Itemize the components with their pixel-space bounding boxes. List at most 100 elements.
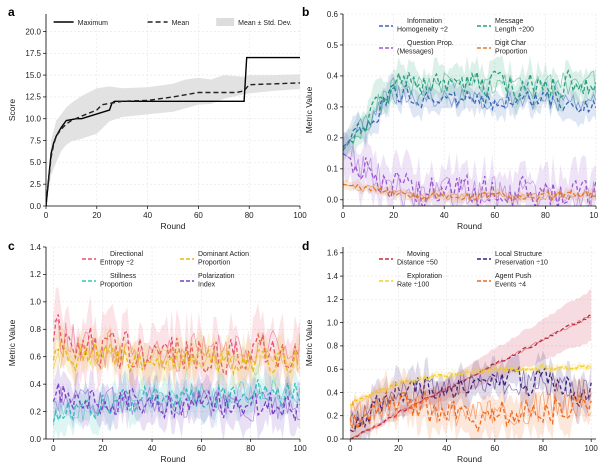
y-tick-label: 0.2 <box>30 407 42 416</box>
mean-question-prop-messages- <box>343 152 596 206</box>
plot-area <box>349 289 592 439</box>
y-tick-label: 0.6 <box>30 353 42 362</box>
y-tick-label: 0.5 <box>327 41 339 50</box>
y-tick-label: 15.0 <box>25 71 41 80</box>
y-tick-label: 2.5 <box>30 180 42 189</box>
x-tick-label: 80 <box>539 444 548 453</box>
y-tick-label: 0.1 <box>327 165 339 174</box>
x-tick-label: 60 <box>490 211 499 220</box>
y-tick-label: 0.0 <box>327 435 339 444</box>
y-tick-label: 0.8 <box>30 325 42 334</box>
y-axis-label: Metric Value <box>304 86 314 133</box>
x-tick-label: 20 <box>98 444 107 453</box>
panel-b: b 0 20 40 60 80 100 0.0 0.1 0.2 0.3 0.4 0.5 0.6 Round M… <box>302 5 598 231</box>
y-tick-label: 0.4 <box>30 380 42 389</box>
line-message-length- <box>343 70 596 151</box>
mean-dominant-action-proportion <box>52 341 300 376</box>
legend-label-dominant-action-proportion: Dominant Action <box>198 251 249 258</box>
legend: Directional Entropy ÷2 Dominant Action Prop… <box>82 251 249 289</box>
x-tick-label: 20 <box>389 211 398 220</box>
x-tick-label: 100 <box>585 444 598 453</box>
legend: Information Homogeneity ÷2 Message Length ÷… <box>379 18 534 56</box>
plot-area <box>52 287 300 439</box>
mean-polarization-index <box>52 383 300 421</box>
y-tick-label: 7.5 <box>30 136 42 145</box>
legend-label-std: Mean ± Std. Dev. <box>238 20 292 27</box>
x-tick-label: 100 <box>293 444 307 453</box>
y-tick-label: 1.6 <box>327 249 339 258</box>
grid <box>343 247 596 440</box>
legend-label-information-homogeneity-: Homogeneity ÷2 <box>397 27 448 34</box>
mean-agent-push-events- <box>349 390 592 433</box>
legend-label-agent-push-events-: Events ÷4 <box>495 282 526 289</box>
y-axis-label: Score <box>7 99 17 121</box>
x-tick-label: 80 <box>541 211 550 220</box>
panel-a: a 0 20 40 60 80 100 0.0 2.5 5.0 7.5 10.0 12.5 15.0 17.… <box>7 5 307 231</box>
band-directional-entropy- <box>53 287 300 405</box>
y-axis-label: Metric Value <box>7 319 17 366</box>
x-tick-label: 40 <box>442 444 451 453</box>
y-tick-label: 0.2 <box>327 134 339 143</box>
x-tick-label: 20 <box>92 211 101 220</box>
y-tick-label: 0.6 <box>327 365 339 374</box>
mean-digit-char-proportion <box>343 183 596 201</box>
mean-stillness-proportion <box>52 379 300 422</box>
y-tick-label: 0.4 <box>327 388 339 397</box>
y-tick-label: 0.0 <box>30 202 42 211</box>
band-local-structure-preservation- <box>350 351 592 439</box>
x-tick-label: 60 <box>194 211 203 220</box>
band-polarization-index <box>53 361 300 439</box>
legend-label-agent-push-events-: Agent Push <box>495 273 531 280</box>
plot-area <box>46 56 300 206</box>
legend-label-local-structure-preservation-: Preservation ÷10 <box>495 260 548 267</box>
band-stillness-proportion <box>53 360 300 439</box>
x-tick-label: 100 <box>293 211 307 220</box>
x-tick-label: 0 <box>44 211 49 220</box>
x-axis-label: Round <box>457 221 482 231</box>
mean-moving-distance- <box>349 314 592 439</box>
x-tick-label: 80 <box>246 444 255 453</box>
x-tick-label: 40 <box>148 444 157 453</box>
y-tick-label: 0.0 <box>30 435 42 444</box>
legend-label-digit-char-proportion: Digit Char <box>495 40 527 47</box>
y-tick-label: 1.4 <box>327 272 339 281</box>
x-tick-label: 40 <box>440 211 449 220</box>
legend-label-message-length-: Length ÷200 <box>495 27 534 34</box>
legend-label-stillness-proportion: Stillness <box>110 273 137 280</box>
legend-label-dominant-action-proportion: Proportion <box>198 260 230 267</box>
mean-message-length- <box>343 69 596 151</box>
legend-label-polarization-index: Index <box>198 282 216 289</box>
band-exploration-rate- <box>350 361 592 409</box>
x-tick-label: 80 <box>245 211 254 220</box>
legend-swatch-std <box>216 18 235 26</box>
legend-label-directional-entropy-: Directional <box>110 251 144 258</box>
legend-label-mean: Mean <box>172 20 190 27</box>
y-tick-label: 0.0 <box>327 196 339 205</box>
legend-label-local-structure-preservation-: Local Structure <box>495 251 542 258</box>
x-tick-label: 0 <box>51 444 56 453</box>
plot-area <box>343 55 596 206</box>
y-tick-label: 20.0 <box>25 27 41 36</box>
band-dominant-action-proportion <box>53 322 300 394</box>
x-tick-label: 60 <box>490 444 499 453</box>
y-tick-label: 17.5 <box>25 49 41 58</box>
mean-exploration-rate- <box>350 364 592 406</box>
panel-letter: d <box>302 239 309 253</box>
legend-label-maximum: Maximum <box>78 20 109 27</box>
std-band <box>46 74 300 206</box>
x-axis-label: Round <box>457 454 482 463</box>
y-tick-label: 1.2 <box>30 270 42 279</box>
legend-label-question-prop-messages-: Question Prop. <box>407 40 454 47</box>
legend: Maximum Mean Mean ± Std. Dev. <box>53 18 292 27</box>
y-tick-label: 1.0 <box>327 318 339 327</box>
y-tick-label: 1.2 <box>327 295 339 304</box>
legend-label-digit-char-proportion: Proportion <box>495 49 527 56</box>
y-tick-label: 0.6 <box>327 10 339 19</box>
panel-c: c 0 20 40 60 80 100 0.0 0.2 0.4 0.6 0.8 1.0 1.2 1.4 Rou… <box>7 239 307 464</box>
mean-directional-entropy- <box>52 314 300 376</box>
legend-label-polarization-index: Polarization <box>198 273 235 280</box>
band-information-homogeneity- <box>343 73 596 157</box>
legend-label-moving-distance-: Moving <box>407 251 430 258</box>
